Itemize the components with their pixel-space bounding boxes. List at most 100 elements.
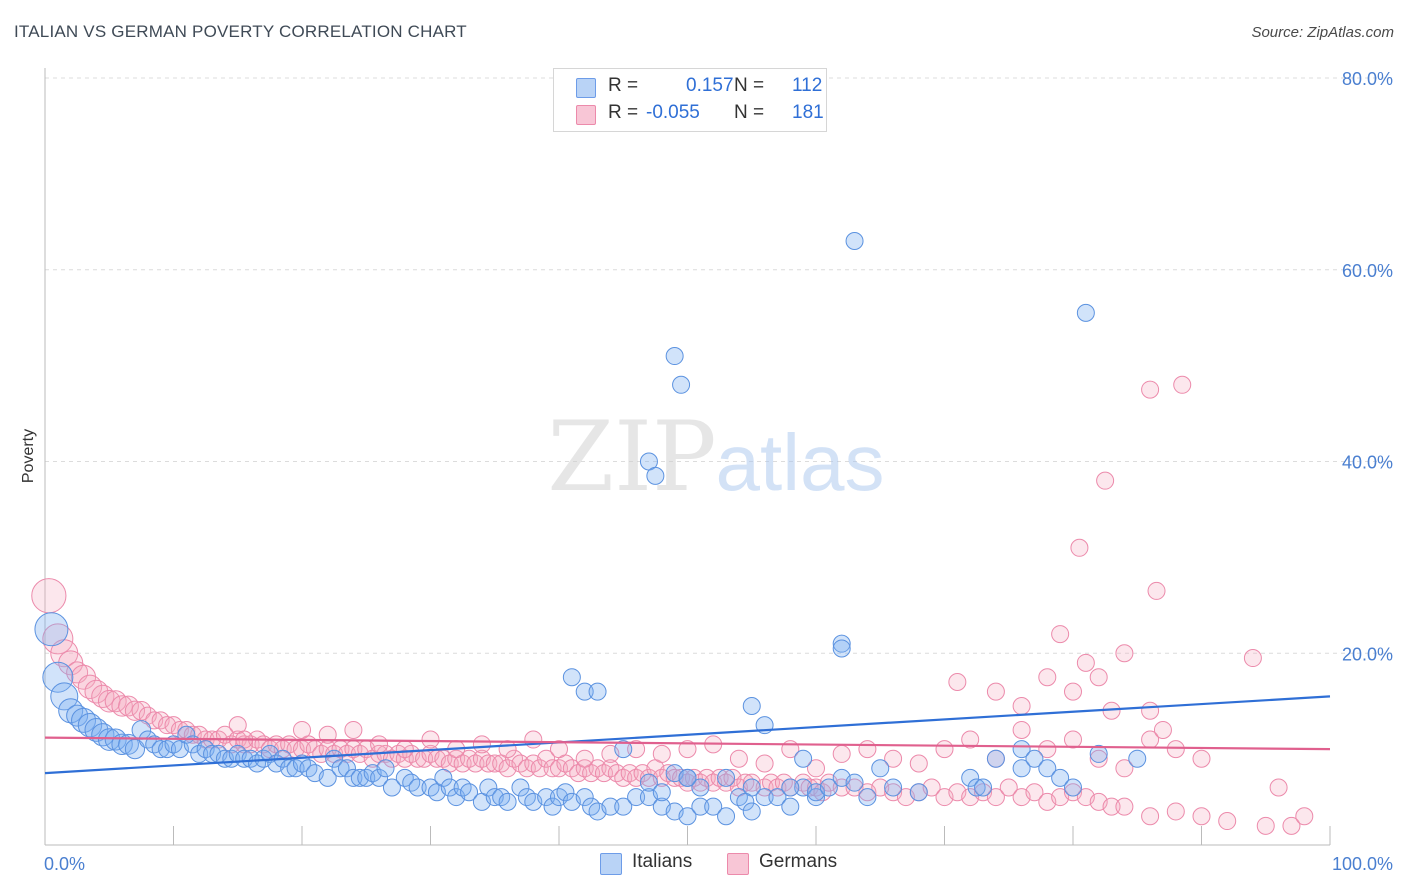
italians-point — [1064, 778, 1082, 797]
italians-legend-icon — [600, 853, 622, 875]
italians-point — [1089, 744, 1108, 763]
italians-point — [71, 707, 97, 733]
germans-point — [1243, 649, 1262, 668]
italians-point — [337, 759, 356, 778]
germans-point — [1192, 749, 1211, 768]
italians-point — [909, 783, 928, 802]
trend-lines — [44, 695, 1331, 775]
germans-point — [575, 749, 594, 768]
germans-point — [1025, 783, 1044, 802]
germans-point — [884, 749, 903, 768]
germans-point — [948, 673, 967, 692]
germans-points — [31, 375, 1314, 835]
italians-point — [742, 696, 761, 715]
germans-point — [999, 778, 1018, 797]
italians-point — [974, 778, 993, 797]
italians-point — [807, 788, 825, 807]
germans-point — [1147, 581, 1166, 600]
x-tick-label: 0.0% — [44, 854, 85, 874]
italians-point — [961, 768, 980, 787]
italians-point — [871, 759, 890, 778]
italians-point — [370, 768, 389, 787]
germans-point — [1051, 625, 1070, 644]
italians-point — [537, 788, 556, 807]
germans-point — [524, 730, 543, 749]
italians-points — [34, 231, 1147, 826]
italians-point — [832, 639, 851, 658]
germans-point — [84, 679, 109, 704]
italians-point — [627, 788, 646, 807]
germans-point — [1096, 471, 1115, 490]
italians-point — [434, 768, 453, 787]
germans-point — [344, 720, 363, 739]
germans-point — [652, 744, 671, 763]
italians-point — [498, 792, 517, 811]
germans-point — [1269, 778, 1288, 797]
legend-n-label: N = — [734, 75, 765, 96]
germans-r-value: -0.055 — [646, 102, 700, 123]
italians-point — [704, 797, 723, 816]
germans-point — [832, 744, 851, 763]
germans-point — [1012, 696, 1031, 715]
germans-point — [1038, 668, 1057, 687]
germans-point — [1192, 807, 1211, 826]
germans-point — [530, 759, 549, 778]
italians-point — [376, 759, 395, 778]
italians-point — [819, 778, 838, 797]
germans-legend-label: Germans — [759, 851, 838, 872]
germans-point — [1089, 749, 1108, 768]
italians-point — [717, 768, 736, 787]
germans-point — [472, 735, 491, 754]
italians-point — [646, 466, 665, 485]
italians-point — [1038, 759, 1057, 778]
germans-point — [1282, 816, 1301, 835]
italians-point — [562, 668, 581, 687]
italians-legend-label: Italians — [632, 851, 693, 872]
germans-point — [1115, 644, 1134, 663]
italians-r-value: 0.157 — [686, 75, 734, 96]
germans-point — [1064, 682, 1082, 701]
italians-point — [678, 807, 697, 826]
y-tick-label: 40.0% — [1342, 453, 1393, 473]
germans-point — [1218, 812, 1237, 831]
italians-point — [672, 375, 691, 394]
germans-point — [537, 749, 556, 768]
italians-point — [42, 661, 74, 693]
italians-point — [614, 797, 633, 816]
germans-point — [1141, 701, 1160, 720]
italians-point — [440, 778, 459, 797]
y-tick-label: 80.0% — [1342, 69, 1393, 89]
italians-point — [781, 778, 800, 797]
source-label: Source: ZipAtlas.com — [1251, 24, 1394, 41]
germans-point — [370, 735, 389, 754]
germans-point — [550, 740, 568, 759]
legend-r-label: R = — [608, 75, 639, 96]
italians-point — [50, 682, 79, 711]
italians-point — [479, 778, 498, 797]
italians-trend-line — [44, 695, 1331, 775]
germans-point — [678, 740, 697, 759]
germans-point — [1102, 797, 1121, 816]
italians-point — [858, 788, 877, 807]
y-tick-label: 60.0% — [1342, 261, 1393, 281]
germans-point — [1153, 720, 1172, 739]
italians-point — [639, 773, 658, 792]
italians-point — [967, 778, 986, 797]
italians-point — [736, 792, 755, 811]
italians-point — [1128, 749, 1147, 768]
legend-n-label: N = — [734, 102, 765, 123]
italians-point — [1076, 303, 1095, 322]
italians-point — [1051, 768, 1070, 787]
chart-title: ITALIAN VS GERMAN POVERTY CORRELATION CH… — [14, 22, 467, 41]
x-tick-label: 100.0% — [1332, 854, 1393, 874]
germans-point — [639, 768, 658, 787]
italians-swatch-icon — [576, 78, 596, 98]
legend-r-label: R = — [608, 102, 639, 123]
italians-point — [1012, 759, 1031, 778]
germans-point — [1256, 816, 1275, 835]
italians-point — [884, 778, 903, 797]
germans-point — [1295, 807, 1314, 826]
italians-point — [408, 778, 427, 797]
germans-point — [1076, 653, 1095, 672]
